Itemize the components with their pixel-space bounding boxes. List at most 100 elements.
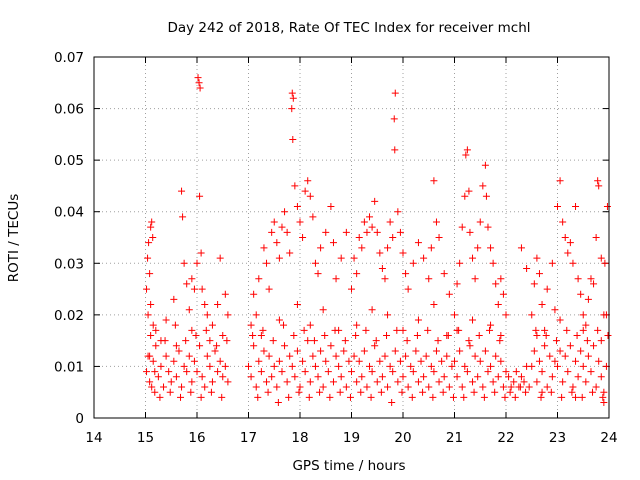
data-point <box>289 136 297 144</box>
data-point <box>198 285 206 293</box>
data-point <box>388 399 396 407</box>
data-point <box>348 285 355 293</box>
data-point <box>449 393 457 401</box>
data-point <box>530 347 538 355</box>
data-point <box>422 352 430 360</box>
data-point <box>432 218 440 226</box>
data-point <box>335 362 343 370</box>
data-point <box>149 357 157 365</box>
data-point <box>582 321 590 329</box>
data-point <box>367 393 375 401</box>
data-point <box>584 352 592 360</box>
data-point <box>399 326 407 334</box>
data-point <box>154 373 162 381</box>
data-point <box>147 331 155 339</box>
data-point <box>409 368 417 376</box>
data-point <box>216 254 224 262</box>
data-point <box>221 290 229 298</box>
data-point <box>403 337 411 345</box>
data-point <box>353 378 361 386</box>
data-point <box>148 218 156 226</box>
data-point <box>414 239 422 247</box>
data-point <box>188 275 196 283</box>
data-point <box>175 347 183 355</box>
data-point <box>476 357 484 365</box>
data-point <box>461 362 469 370</box>
data-point <box>558 393 566 401</box>
data-point <box>479 182 487 190</box>
data-point <box>309 352 317 360</box>
data-point <box>214 368 222 376</box>
data-point <box>145 239 153 247</box>
data-point <box>216 357 224 365</box>
data-point <box>149 321 157 329</box>
data-point <box>358 373 366 381</box>
data-point <box>160 383 168 391</box>
data-point <box>378 373 386 381</box>
data-point <box>172 373 180 381</box>
data-point <box>435 234 443 241</box>
data-point <box>595 182 603 190</box>
data-point <box>257 368 265 376</box>
data-point <box>427 244 435 252</box>
data-point <box>547 388 555 396</box>
data-point <box>451 357 458 365</box>
data-point <box>360 218 368 226</box>
data-point <box>214 301 222 309</box>
data-point <box>566 239 574 247</box>
data-point <box>430 368 438 376</box>
data-point <box>342 383 350 391</box>
data-point <box>398 388 406 396</box>
data-point <box>280 321 288 329</box>
data-point <box>600 399 608 407</box>
data-point <box>249 331 257 339</box>
x-tick-label: 15 <box>137 430 154 446</box>
data-point <box>178 383 186 391</box>
data-point <box>443 352 451 360</box>
data-point <box>336 388 344 396</box>
data-point <box>304 177 312 185</box>
data-point <box>465 337 473 345</box>
data-point <box>538 301 546 309</box>
data-point <box>579 311 587 319</box>
data-point <box>386 218 394 226</box>
data-point <box>151 368 159 376</box>
data-point <box>381 352 389 360</box>
data-point <box>461 192 469 200</box>
data-point <box>357 388 365 396</box>
data-point <box>185 306 193 314</box>
data-point <box>537 393 545 401</box>
data-point <box>538 388 546 396</box>
data-point <box>470 388 478 396</box>
data-point <box>532 326 540 334</box>
data-point <box>151 388 159 396</box>
data-point <box>360 347 368 355</box>
data-point <box>195 79 203 87</box>
data-point <box>430 177 438 185</box>
data-point <box>270 362 278 370</box>
data-point <box>554 362 561 370</box>
data-point <box>306 192 314 200</box>
data-point <box>463 368 471 376</box>
data-point <box>604 331 612 339</box>
data-point <box>487 244 495 252</box>
y-tick-label: 0.01 <box>54 359 84 375</box>
data-point <box>247 321 255 329</box>
data-point <box>331 326 339 334</box>
data-point <box>299 234 307 241</box>
data-point <box>270 218 278 226</box>
data-point <box>309 213 317 221</box>
y-tick-label: 0.04 <box>54 205 84 221</box>
data-point <box>543 285 551 293</box>
data-point <box>587 275 595 283</box>
data-point <box>391 146 399 154</box>
data-point <box>590 342 598 350</box>
data-point <box>306 378 314 386</box>
data-point <box>551 357 559 365</box>
data-point <box>250 290 258 298</box>
data-point <box>247 373 255 381</box>
data-point <box>147 301 155 309</box>
data-point <box>332 352 340 360</box>
data-point <box>293 203 301 211</box>
y-tick-label: 0.05 <box>54 153 84 169</box>
